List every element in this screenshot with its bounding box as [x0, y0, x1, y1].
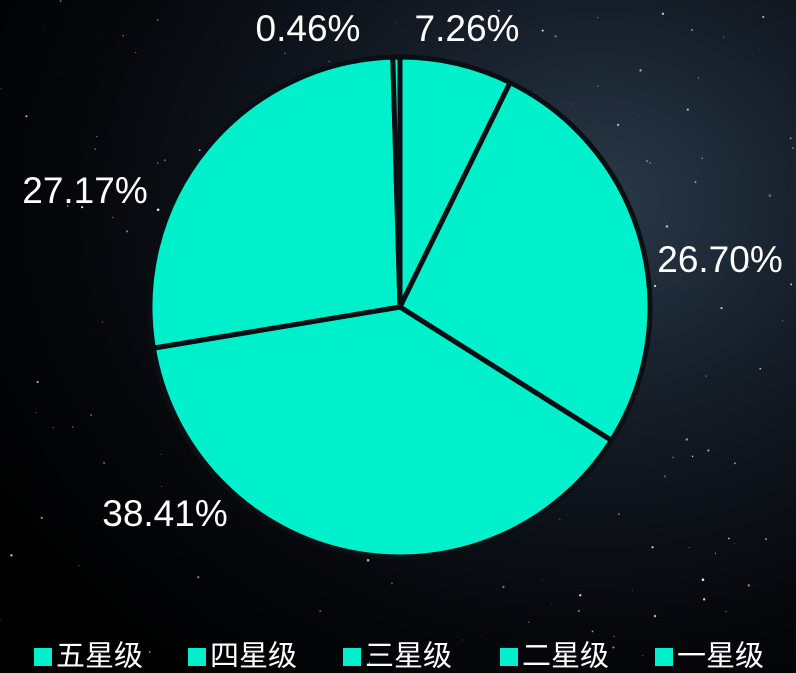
- pie-slice: [147, 54, 403, 351]
- legend-swatch: [34, 648, 52, 666]
- pie-slice: [397, 80, 653, 443]
- legend-label: 二星级: [522, 640, 609, 673]
- legend-swatch: [500, 648, 518, 666]
- legend-swatch: [343, 648, 361, 666]
- legend-label: 四星级: [210, 640, 297, 673]
- data-label: 26.70%: [657, 239, 783, 280]
- legend: 五星级 四星级 三星级 二星级 一星级: [34, 640, 764, 673]
- data-label: 27.17%: [22, 170, 148, 211]
- pie: [147, 54, 653, 560]
- pie-slice: [390, 54, 403, 310]
- legend-label: 一星级: [677, 640, 764, 673]
- legend-label: 三星级: [365, 640, 452, 673]
- data-label: 38.41%: [102, 493, 228, 534]
- data-label: 0.46%: [256, 8, 361, 49]
- pie-slice: [150, 304, 614, 560]
- data-labels: 7.26% 26.70% 38.41% 27.17% 0.46%: [22, 8, 783, 534]
- legend-swatch: [655, 648, 673, 666]
- legend-label: 五星级: [56, 640, 143, 673]
- legend-swatch: [188, 648, 206, 666]
- data-label: 7.26%: [415, 8, 520, 49]
